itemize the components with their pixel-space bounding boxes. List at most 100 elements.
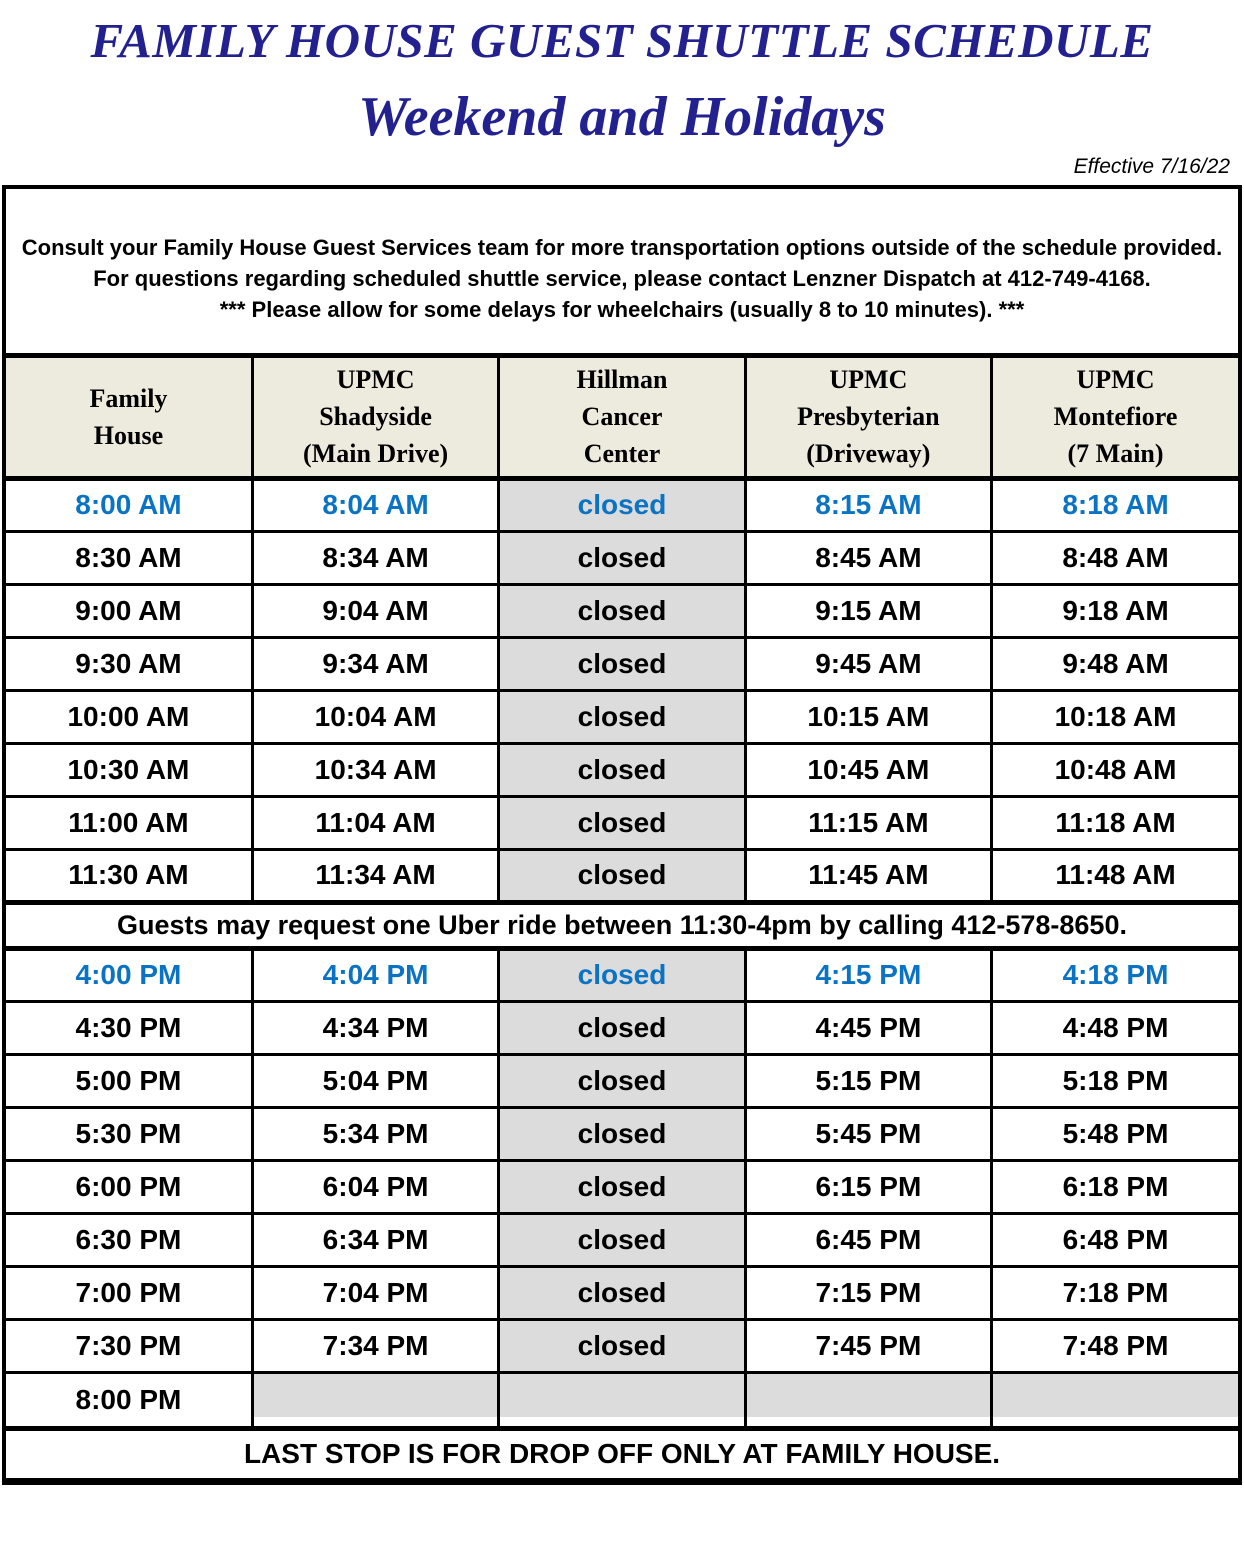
schedule-row: 4:00 PM 4:04 PM closed 4:15 PM 4:18 PM [6,946,1238,1003]
col-header-upmc-shadyside: UPMC Shadyside (Main Drive) [250,358,501,481]
time-cell: 4:45 PM [743,999,994,1056]
notice-line-wheelchairs: *** Please allow for some delays for whe… [219,297,1025,322]
time-cell: 9:48 AM [990,635,1238,692]
schedule-row: 4:30 PM 4:34 PM closed 4:45 PM 4:48 PM [6,999,1238,1056]
closed-cell: closed [497,741,747,798]
closed-cell: closed [497,794,747,851]
time-cell: 5:04 PM [250,1052,501,1109]
schedule-row: 11:00 AM 11:04 AM closed 11:15 AM 11:18 AM [6,794,1238,851]
schedule-row: 8:30 AM 8:34 AM closed 8:45 AM 8:48 AM [6,529,1238,586]
time-cell: 6:04 PM [250,1158,501,1215]
time-cell: 4:18 PM [990,946,1238,1003]
time-cell: 5:00 PM [6,1052,254,1109]
time-cell: 10:45 AM [743,741,994,798]
time-cell: 5:18 PM [990,1052,1238,1109]
shuttle-schedule-table: Family House UPMC Shadyside (Main Drive)… [6,358,1238,1478]
time-cell: 10:15 AM [743,688,994,745]
closed-cell: closed [497,1052,747,1109]
closed-cell: closed [497,529,747,586]
time-cell: 7:45 PM [743,1317,994,1374]
time-cell: 5:48 PM [990,1105,1238,1162]
time-cell: 8:30 AM [6,529,254,586]
last-stop-note: LAST STOP IS FOR DROP OFF ONLY AT FAMILY… [6,1425,1238,1478]
time-cell: 8:45 AM [743,529,994,586]
uber-note-row: Guests may request one Uber ride between… [6,899,1238,951]
time-cell: 6:34 PM [250,1211,501,1268]
closed-cell: closed [497,847,747,904]
time-cell: 10:04 AM [250,688,501,745]
time-cell: 8:48 AM [990,529,1238,586]
time-cell: 4:00 PM [6,946,254,1003]
effective-date: Effective 7/16/22 [1073,155,1230,178]
empty-cell [497,1370,747,1430]
col-header-hillman-cancer-center: Hillman Cancer Center [497,358,747,481]
notice-line-dispatch: For questions regarding scheduled shuttl… [93,266,1151,291]
closed-cell: closed [497,1105,747,1162]
time-cell: 8:04 AM [250,476,501,533]
transportation-notice: Consult your Family House Guest Services… [6,189,1238,358]
closed-cell: closed [497,582,747,639]
time-cell: 11:15 AM [743,794,994,851]
schedule-row: 5:30 PM 5:34 PM closed 5:45 PM 5:48 PM [6,1105,1238,1162]
last-departure-row: 8:00 PM [6,1370,1238,1430]
col-header-family-house: Family House [6,358,254,481]
time-cell: 9:18 AM [990,582,1238,639]
time-cell: 10:48 AM [990,741,1238,798]
schedule-row: 6:00 PM 6:04 PM closed 6:15 PM 6:18 PM [6,1158,1238,1215]
closed-cell: closed [497,688,747,745]
time-cell: 11:45 AM [743,847,994,904]
schedule-row: 7:30 PM 7:34 PM closed 7:45 PM 7:48 PM [6,1317,1238,1374]
time-cell: 5:45 PM [743,1105,994,1162]
time-cell: 11:34 AM [250,847,501,904]
time-cell: 7:48 PM [990,1317,1238,1374]
time-cell: 7:00 PM [6,1264,254,1321]
time-cell: 9:30 AM [6,635,254,692]
time-cell: 9:00 AM [6,582,254,639]
schedule-row: 9:00 AM 9:04 AM closed 9:15 AM 9:18 AM [6,582,1238,639]
schedule-row: 9:30 AM 9:34 AM closed 9:45 AM 9:48 AM [6,635,1238,692]
time-cell: 4:04 PM [250,946,501,1003]
time-cell: 5:15 PM [743,1052,994,1109]
closed-cell: closed [497,999,747,1056]
schedule-row: 10:30 AM 10:34 AM closed 10:45 AM 10:48 AM [6,741,1238,798]
time-cell: 8:15 AM [743,476,994,533]
time-cell: 9:34 AM [250,635,501,692]
time-cell: 6:30 PM [6,1211,254,1268]
time-cell: 10:34 AM [250,741,501,798]
time-cell: 9:04 AM [250,582,501,639]
empty-cell [250,1370,501,1430]
time-cell: 4:30 PM [6,999,254,1056]
time-cell: 5:30 PM [6,1105,254,1162]
closed-cell: closed [497,1264,747,1321]
time-cell: 8:00 AM [6,476,254,533]
time-cell: 8:34 AM [250,529,501,586]
time-cell: 5:34 PM [250,1105,501,1162]
time-cell: 10:00 AM [6,688,254,745]
time-cell: 4:48 PM [990,999,1238,1056]
page-title: FAMILY HOUSE GUEST SHUTTLE SCHEDULE [90,13,1154,68]
closed-cell: closed [497,1317,747,1374]
schedule-row: 8:00 AM 8:04 AM closed 8:15 AM 8:18 AM [6,476,1238,533]
time-cell: 11:30 AM [6,847,254,904]
time-cell: 6:45 PM [743,1211,994,1268]
time-cell: 10:18 AM [990,688,1238,745]
header-row: Family House UPMC Shadyside (Main Drive)… [6,358,1238,481]
uber-note: Guests may request one Uber ride between… [6,899,1238,951]
schedule-row: 7:00 PM 7:04 PM closed 7:15 PM 7:18 PM [6,1264,1238,1321]
time-cell: 7:34 PM [250,1317,501,1374]
time-cell: 9:45 AM [743,635,994,692]
schedule-row: 5:00 PM 5:04 PM closed 5:15 PM 5:18 PM [6,1052,1238,1109]
time-cell: 6:18 PM [990,1158,1238,1215]
closed-cell: closed [497,635,747,692]
closed-cell: closed [497,1158,747,1215]
time-cell: 8:00 PM [6,1370,254,1430]
schedule-row: 11:30 AM 11:34 AM closed 11:45 AM 11:48 AM [6,847,1238,904]
col-header-upmc-montefiore: UPMC Montefiore (7 Main) [990,358,1238,481]
time-cell: 4:34 PM [250,999,501,1056]
time-cell: 11:00 AM [6,794,254,851]
time-cell: 6:48 PM [990,1211,1238,1268]
closed-cell: closed [497,946,747,1003]
time-cell: 7:04 PM [250,1264,501,1321]
time-cell: 6:15 PM [743,1158,994,1215]
time-cell: 11:18 AM [990,794,1238,851]
